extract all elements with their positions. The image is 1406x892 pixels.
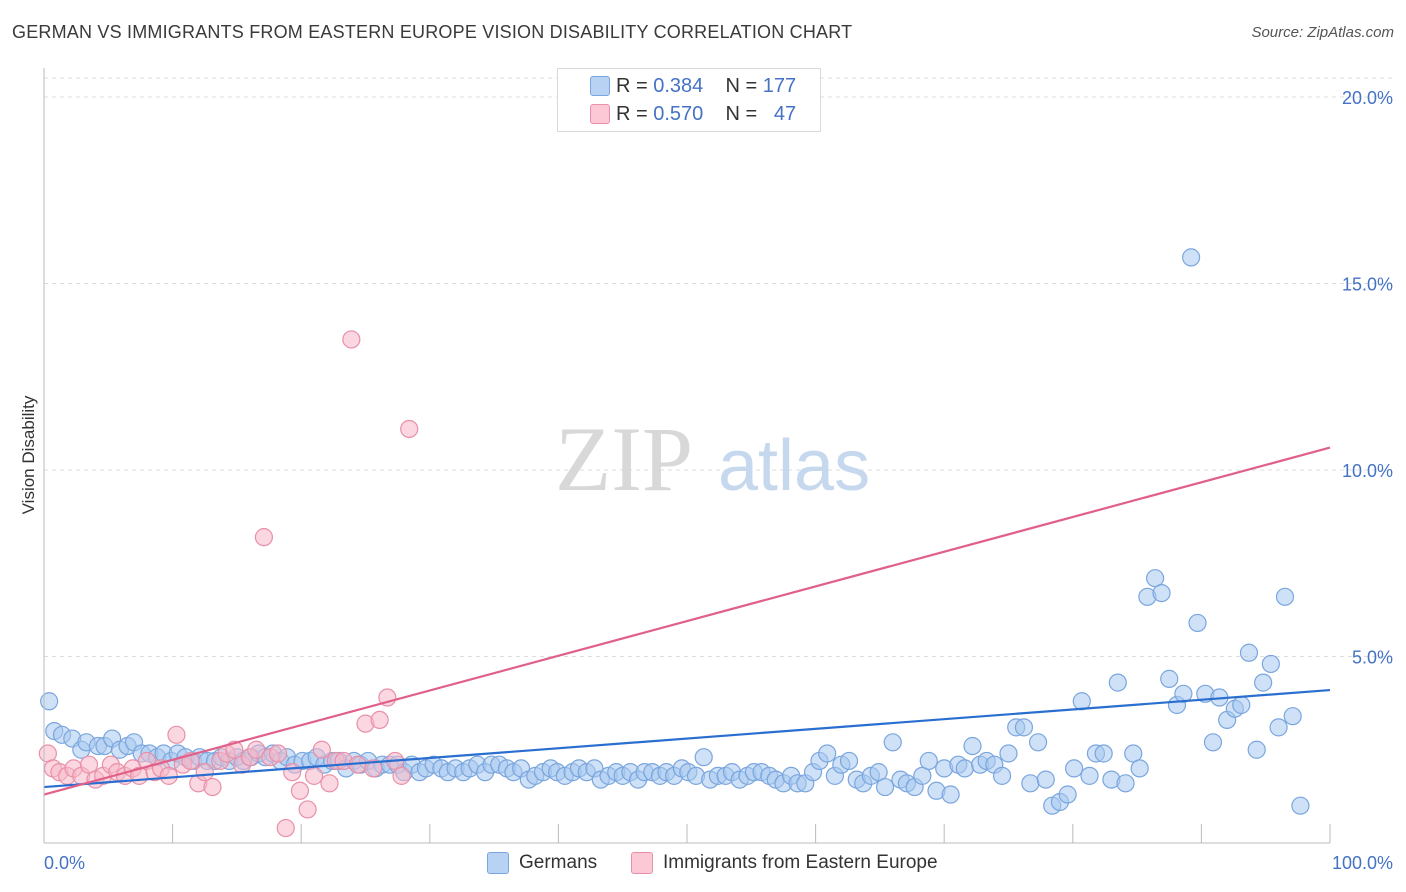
watermark-zip: ZIP bbox=[555, 408, 693, 510]
germans-point bbox=[883, 733, 902, 752]
grid-lines bbox=[44, 77, 1392, 657]
germans-point bbox=[1188, 613, 1207, 633]
immigrants-point bbox=[392, 766, 411, 785]
germans-point bbox=[1269, 718, 1288, 737]
germans-point bbox=[999, 744, 1018, 763]
germans-point bbox=[1094, 744, 1113, 763]
immigrants-point bbox=[320, 774, 339, 793]
germans-point bbox=[1130, 759, 1149, 778]
x-tick-label-max: 100.0% bbox=[1332, 853, 1393, 873]
germans-point bbox=[1036, 770, 1055, 789]
immigrants-point bbox=[342, 330, 361, 349]
germans-point bbox=[1261, 654, 1280, 674]
germans-point bbox=[992, 766, 1012, 785]
legend-row-immigrants: R = 0.570 N = 47 bbox=[590, 101, 797, 127]
immigrants-point bbox=[312, 740, 331, 759]
germans-trend-line bbox=[43, 688, 1331, 789]
germans-point bbox=[1182, 248, 1201, 267]
germans-point bbox=[963, 736, 982, 756]
immigrants-point bbox=[247, 740, 266, 759]
germans-point bbox=[1072, 692, 1091, 711]
y-tick-labels: 5.0% 10.0% 15.0% 20.0% bbox=[1342, 88, 1393, 668]
watermark-atlas: atlas bbox=[718, 426, 870, 506]
germans-point bbox=[1028, 733, 1048, 752]
germans-point bbox=[1021, 774, 1040, 793]
germans-point bbox=[839, 751, 859, 771]
immigrants-point bbox=[290, 781, 310, 800]
germans-point bbox=[1108, 673, 1127, 692]
germans-point bbox=[955, 759, 974, 778]
germans-point bbox=[1058, 785, 1077, 804]
legend-swatch-immigrants bbox=[631, 852, 653, 874]
stats-legend: R = 0.384 N = 177 R = 0.570 N = 47 bbox=[557, 68, 821, 132]
germans-point bbox=[40, 692, 59, 711]
legend-swatch-germans bbox=[487, 852, 509, 874]
germans-point bbox=[1283, 707, 1302, 726]
y-tick-label: 5.0% bbox=[1352, 648, 1393, 668]
axes bbox=[43, 68, 1331, 844]
germans-point bbox=[1080, 766, 1099, 785]
legend-r-label: R = bbox=[616, 74, 648, 97]
chart-title: GERMAN VS IMMIGRANTS FROM EASTERN EUROPE… bbox=[12, 22, 853, 42]
legend-swatch-immigrants bbox=[590, 104, 610, 124]
immigrants-point bbox=[364, 759, 383, 778]
immigrants-point bbox=[304, 766, 324, 785]
legend-item-immigrants: Immigrants from Eastern Europe bbox=[631, 852, 938, 874]
germans-point bbox=[1291, 796, 1310, 815]
germans-point bbox=[1232, 695, 1251, 715]
legend-swatch-germans bbox=[590, 76, 610, 96]
germans-point bbox=[941, 785, 960, 804]
immigrants-point bbox=[370, 710, 389, 730]
y-axis-label: Vision Disability bbox=[19, 395, 38, 514]
immigrants-point bbox=[268, 744, 288, 763]
germans-point bbox=[1275, 587, 1295, 606]
germans-point bbox=[1174, 684, 1193, 703]
legend-label-germans: Germans bbox=[519, 852, 598, 873]
immigrants-point bbox=[225, 740, 244, 759]
immigrants-point bbox=[203, 777, 222, 797]
legend-n-label: N = bbox=[725, 74, 758, 97]
immigrants-trend-line bbox=[43, 446, 1331, 796]
legend-r-label: R = bbox=[616, 102, 648, 125]
immigrants-points bbox=[38, 330, 419, 838]
immigrants-point bbox=[254, 528, 274, 547]
germans-point bbox=[1160, 669, 1179, 688]
germans-point bbox=[818, 744, 837, 763]
immigrants-point bbox=[167, 725, 186, 744]
source-label: Source: ZipAtlas.com bbox=[1251, 24, 1394, 41]
trend-lines bbox=[43, 446, 1331, 796]
immigrants-point bbox=[159, 766, 178, 785]
immigrants-point bbox=[298, 800, 317, 819]
legend-n-value: 47 bbox=[773, 102, 797, 125]
legend-item-germans: Germans bbox=[487, 852, 597, 874]
germans-point bbox=[1203, 733, 1223, 752]
germans-point bbox=[919, 751, 938, 771]
legend-r-value: 0.384 bbox=[653, 74, 704, 97]
y-tick-label: 10.0% bbox=[1342, 461, 1393, 481]
immigrants-point bbox=[276, 818, 295, 838]
germans-points bbox=[40, 248, 1310, 815]
legend-n-label: N = bbox=[725, 102, 758, 125]
germans-point bbox=[1116, 774, 1135, 793]
germans-point bbox=[1254, 673, 1273, 692]
germans-point bbox=[1247, 740, 1266, 759]
legend-row-germans: R = 0.384 N = 177 bbox=[590, 73, 797, 99]
germans-point bbox=[694, 748, 713, 767]
germans-point bbox=[1014, 718, 1034, 737]
germans-point bbox=[875, 777, 895, 797]
immigrants-point bbox=[400, 419, 419, 439]
germans-point bbox=[1064, 759, 1084, 778]
legend-r-value: 0.570 bbox=[653, 102, 704, 125]
y-tick-label: 15.0% bbox=[1342, 275, 1393, 295]
y-tick-label: 20.0% bbox=[1342, 88, 1393, 108]
germans-point bbox=[1239, 643, 1259, 662]
immigrants-point bbox=[195, 763, 214, 782]
legend-n-value: 177 bbox=[762, 74, 797, 97]
series-legend: Germans Immigrants from Eastern Europe bbox=[0, 852, 1406, 878]
immigrants-point bbox=[283, 763, 302, 782]
legend-label-immigrants: Immigrants from Eastern Europe bbox=[663, 852, 938, 873]
x-tick-label-min: 0.0% bbox=[44, 853, 85, 873]
germans-point bbox=[1152, 583, 1171, 603]
